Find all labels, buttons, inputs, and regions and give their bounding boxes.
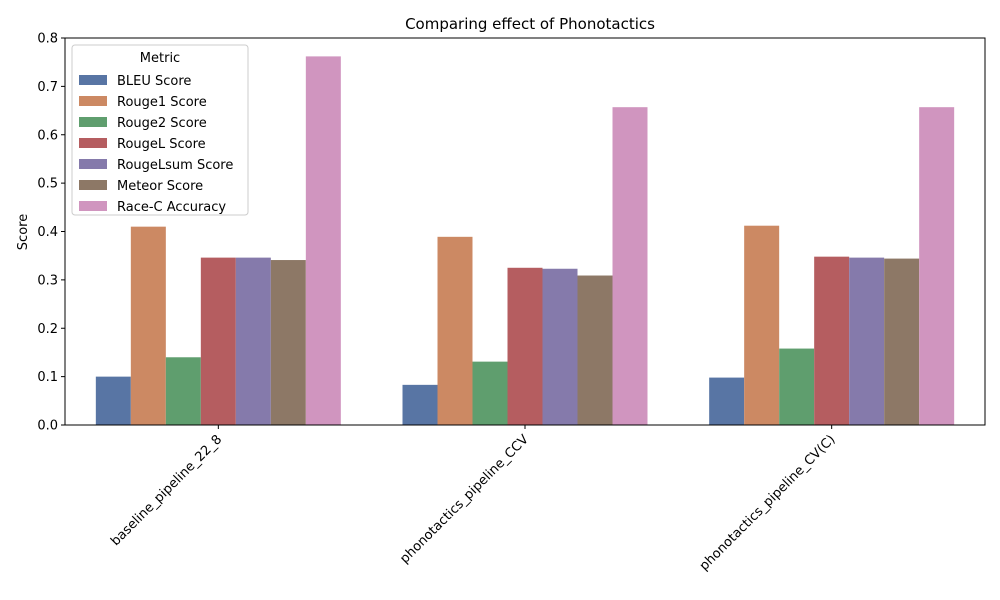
- y-tick-label: 0.5: [37, 177, 58, 192]
- bar: [472, 361, 508, 425]
- bar: [165, 357, 201, 425]
- legend-title: Metric: [140, 51, 180, 66]
- bar: [200, 257, 236, 425]
- legend-entry: Race-C Accuracy: [117, 200, 226, 215]
- legend-entry: Rouge2 Score: [117, 116, 207, 131]
- legend-entry: Rouge1 Score: [117, 95, 207, 110]
- legend-swatch: [79, 117, 107, 127]
- bar: [542, 268, 578, 425]
- bar: [305, 56, 341, 425]
- bar: [130, 226, 166, 425]
- bar: [507, 267, 543, 425]
- bar: [95, 376, 131, 426]
- y-tick-label: 0.2: [37, 322, 58, 337]
- x-tick-label: phonotactics_pipeline_CV(C): [697, 432, 839, 574]
- legend-swatch: [79, 159, 107, 169]
- bar: [612, 107, 648, 426]
- y-tick-label: 0.7: [37, 80, 58, 95]
- bar: [577, 275, 613, 425]
- bar: [884, 258, 920, 425]
- legend-swatch: [79, 75, 107, 85]
- x-tick-label: phonotactics_pipeline_CCV: [397, 432, 531, 566]
- legend: Metric BLEU Score Rouge1 Score Rouge2 Score…: [71, 44, 249, 216]
- y-tick-label: 0.1: [37, 370, 58, 385]
- bar: [849, 257, 885, 425]
- y-axis-label: Score: [16, 214, 31, 250]
- bar: [402, 384, 438, 425]
- chart-title: Comparing effect of Phonotactics: [405, 15, 655, 33]
- bar: [709, 377, 745, 425]
- y-tick-label: 0.6: [37, 128, 58, 143]
- bar: [235, 257, 271, 425]
- y-tick-label: 0.4: [37, 225, 58, 240]
- legend-entry: RougeLsum Score: [117, 158, 233, 173]
- y-tick-label: 0.3: [37, 273, 58, 288]
- legend-entry: Meteor Score: [117, 179, 203, 194]
- bar: [437, 236, 473, 425]
- bar: [814, 256, 850, 425]
- bar: [919, 107, 955, 426]
- bars-layer: [95, 56, 955, 426]
- legend-entry: BLEU Score: [117, 74, 191, 89]
- legend-box: [71, 44, 249, 216]
- x-tick-label: baseline_pipeline_22_8: [108, 432, 225, 549]
- bar: [779, 348, 815, 425]
- y-tick-label: 0.8: [37, 32, 58, 47]
- bar: [270, 260, 306, 425]
- legend-swatch: [79, 180, 107, 190]
- legend-entry: RougeL Score: [117, 137, 206, 152]
- bar: [744, 225, 780, 425]
- legend-swatch: [79, 201, 107, 211]
- y-tick-label: 0.0: [37, 419, 58, 434]
- legend-swatch: [79, 96, 107, 106]
- legend-swatch: [79, 138, 107, 148]
